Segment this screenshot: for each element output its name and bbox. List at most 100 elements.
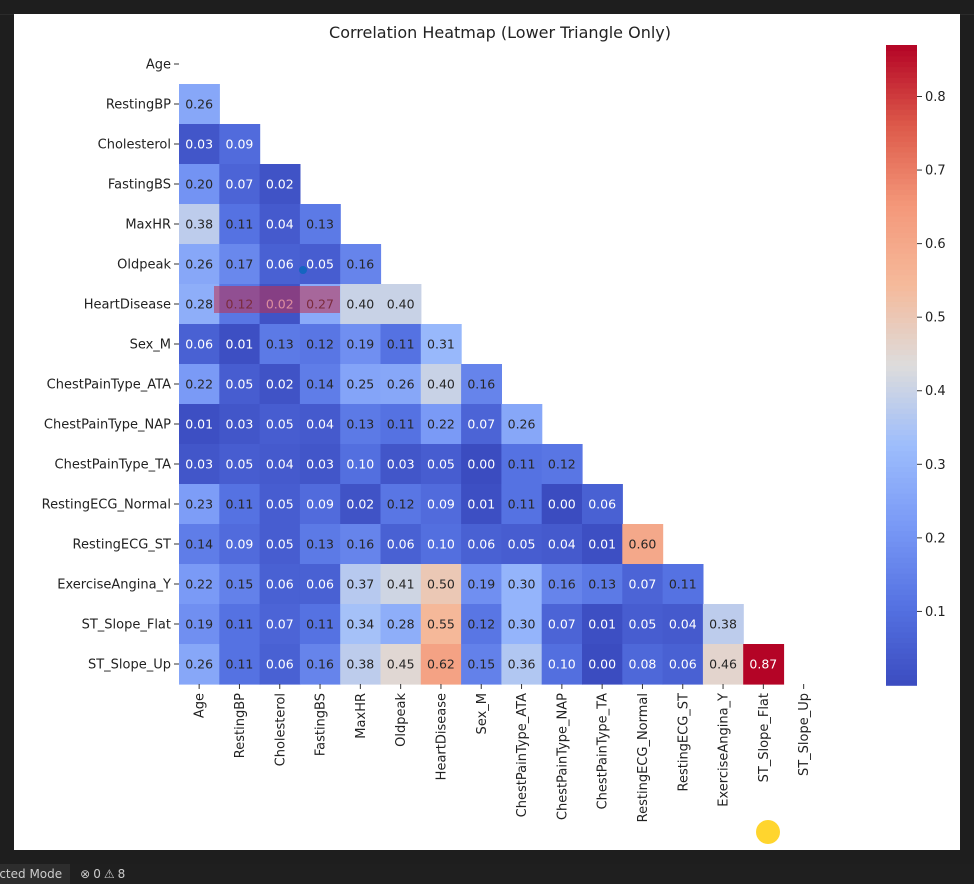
heatmap-cell: [179, 364, 220, 405]
colorbar-segment: [886, 450, 917, 457]
colorbar-segment: [886, 231, 917, 238]
x-tick-label: Oldpeak: [394, 693, 409, 747]
colorbar-segment: [886, 514, 917, 521]
heatmap-cell: [259, 484, 301, 525]
cell-value-label: 0.55: [427, 617, 455, 632]
heatmap-cell: [702, 604, 744, 645]
cell-value-label: 0.40: [387, 297, 415, 312]
heatmap-cell: [259, 364, 301, 405]
heatmap-cell: [582, 524, 623, 565]
heatmap-cell: [461, 564, 502, 605]
warning-icon: ⚠: [103, 867, 115, 881]
heatmap-cell: [461, 364, 502, 405]
heatmap-cell: [179, 324, 220, 365]
colorbar-segment: [886, 439, 917, 446]
restricted-mode-label[interactable]: icted Mode: [0, 864, 71, 884]
y-tick-label: ChestPainType_ATA: [47, 378, 171, 393]
heatmap-cell: [299, 564, 341, 605]
cell-value-label: 0.06: [185, 337, 213, 352]
heatmap-cell: [582, 484, 623, 525]
colorbar-segment: [886, 50, 917, 57]
cell-value-label: 0.25: [346, 377, 374, 392]
colorbar-segment: [886, 103, 917, 110]
colorbar-segment: [886, 285, 917, 292]
heatmap-cell: [501, 604, 543, 645]
x-tick-label: Age: [193, 693, 208, 718]
colorbar-segment: [886, 87, 917, 94]
chart-title: Correlation Heatmap (Lower Triangle Only…: [329, 23, 671, 42]
heatmap-cell: [299, 644, 341, 685]
colorbar-segment: [886, 594, 917, 601]
colorbar-segment: [886, 333, 917, 340]
cell-value-label: 0.11: [669, 577, 697, 592]
cell-value-label: 0.26: [185, 97, 213, 112]
cell-value-label: 0.06: [266, 577, 294, 592]
heatmap-cell: [259, 524, 301, 565]
y-tick-label: Cholesterol: [98, 138, 171, 153]
cell-value-label: 0.16: [346, 257, 374, 272]
colorbar-segment: [886, 487, 917, 494]
heatmap-cell: [340, 404, 382, 445]
cell-value-label: 0.03: [226, 417, 254, 432]
cell-value-label: 0.28: [387, 617, 415, 632]
colorbar-segment: [886, 567, 917, 574]
heatmap-cell: [179, 164, 220, 205]
cell-value-label: 0.05: [226, 377, 254, 392]
heatmap-cell: [179, 284, 220, 325]
colorbar-segment: [886, 674, 917, 681]
heatmap-cell: [219, 244, 261, 285]
heatmap-cell: [541, 444, 583, 485]
heatmap-cell: [299, 364, 341, 405]
cell-value-label: 0.03: [185, 457, 213, 472]
heatmap-cell: [259, 204, 301, 245]
colorbar-segment: [886, 98, 917, 105]
cell-value-label: 0.26: [508, 417, 536, 432]
problems-indicator[interactable]: ⊗ 0 ⚠ 8: [80, 867, 125, 881]
colorbar-segment: [886, 157, 917, 164]
heatmap-cell: [541, 484, 583, 525]
colorbar-segment: [886, 583, 917, 590]
y-axis-labels: Age RestingBP Cholesterol FastingBS MaxHR Old…: [42, 58, 179, 673]
cell-value-label: 0.09: [306, 497, 334, 512]
cell-value-label: 0.13: [346, 417, 374, 432]
cell-value-label: 0.14: [185, 537, 213, 552]
heatmap-cell: [380, 364, 422, 405]
colorbar-segment: [886, 71, 917, 78]
colorbar-segment: [886, 141, 917, 148]
cell-value-label: 0.14: [306, 377, 334, 392]
cell-value-label: 0.12: [467, 617, 495, 632]
cell-value-label: 0.04: [669, 617, 697, 632]
cell-value-label: 0.11: [226, 217, 254, 232]
x-tick-label: RestingECG_ST: [676, 693, 691, 792]
cell-value-label: 0.23: [185, 497, 213, 512]
colorbar-segment: [886, 669, 917, 676]
colorbar-segment: [886, 77, 917, 84]
heatmap-cell: [179, 524, 220, 565]
colorbar-segment: [886, 189, 917, 196]
cell-value-label: 0.36: [508, 657, 536, 672]
heatmap-cell: [179, 124, 220, 165]
heatmap-cell: [380, 644, 422, 685]
heatmap-cell: [582, 644, 623, 685]
colorbar-segment: [886, 386, 917, 393]
heatmap-cell: [219, 644, 261, 685]
colorbar-segment: [886, 178, 917, 185]
colorbar-segment: [886, 162, 917, 169]
colorbar-segment: [886, 279, 917, 286]
y-tick-label: ChestPainType_NAP: [44, 418, 171, 433]
heatmap-cell: [299, 444, 341, 485]
heatmap-cell: [662, 564, 704, 605]
colorbar-segment: [886, 498, 917, 505]
cell-value-label: 0.15: [226, 577, 254, 592]
cell-value-label: 0.05: [427, 457, 455, 472]
cursor-highlight-circle: [756, 820, 780, 844]
colorbar-segment: [886, 413, 917, 420]
heatmap-cell: [461, 644, 502, 685]
heatmap-cell: [461, 604, 502, 645]
heatmap-cell: [380, 484, 422, 525]
heatmap-cell: [219, 404, 261, 445]
colorbar-segment: [886, 135, 917, 142]
colorbar-segment: [886, 242, 917, 249]
colorbar-segment: [886, 578, 917, 585]
cell-value-label: 0.22: [185, 377, 213, 392]
